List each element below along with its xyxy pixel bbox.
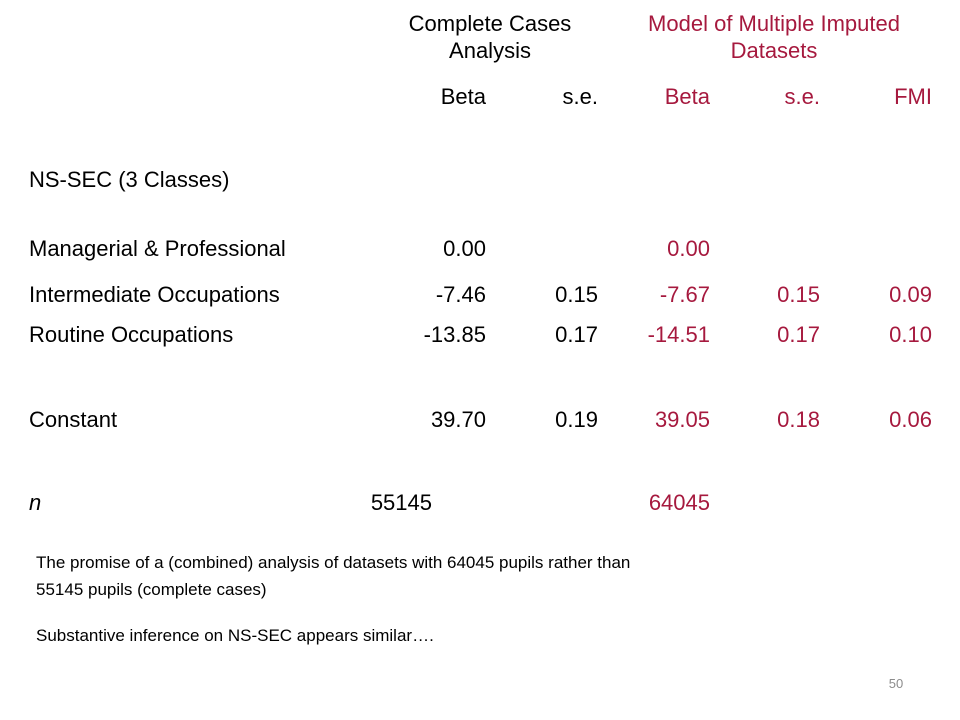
n-complete-cases: 55145 <box>370 490 432 515</box>
cell-fmi: 0.06 <box>889 407 932 432</box>
section-label-ns-sec: NS-SEC (3 Classes) <box>29 167 230 192</box>
col-fmi: FMI <box>894 84 932 109</box>
cell-se-complete-cases: 0.15 <box>555 282 598 307</box>
cell-beta-complete-cases: -7.46 <box>435 282 486 307</box>
col-se-complete-cases: s.e. <box>562 84 598 109</box>
header-multiple-imputed-line1: Model of Multiple Imputed <box>648 11 900 36</box>
cell-se-imputed: 0.18 <box>777 407 820 432</box>
n-label: n <box>29 490 42 515</box>
cell-se-complete-cases: 0.17 <box>555 322 598 347</box>
cell-beta-imputed: -7.67 <box>659 282 710 307</box>
header-complete-cases-line2: Analysis <box>449 38 531 63</box>
cell-beta-imputed: -14.51 <box>647 322 710 347</box>
cell-se-imputed: 0.17 <box>777 322 820 347</box>
note-line-2: 55145 pupils (complete cases) <box>36 580 267 599</box>
header-complete-cases-line1: Complete Cases <box>408 11 572 36</box>
cell-beta-imputed: 0.00 <box>667 236 710 261</box>
cell-se-imputed: 0.15 <box>777 282 820 307</box>
cell-beta-complete-cases: 0.00 <box>443 236 486 261</box>
note-line-3: Substantive inference on NS-SEC appears … <box>36 626 434 645</box>
col-beta-imputed: Beta <box>664 84 710 109</box>
n-imputed: 64045 <box>648 490 710 515</box>
cell-beta-complete-cases: -13.85 <box>423 322 486 347</box>
cell-beta-imputed: 39.05 <box>654 407 710 432</box>
row-label: Routine Occupations <box>29 322 234 347</box>
cell-fmi: 0.10 <box>889 322 932 347</box>
row-label: Constant <box>29 407 118 432</box>
row-label: Intermediate Occupations <box>29 282 280 307</box>
col-se-imputed: s.e. <box>784 84 820 109</box>
note-line-1: The promise of a (combined) analysis of … <box>36 553 631 572</box>
header-multiple-imputed-line2: Datasets <box>730 38 818 63</box>
row-label: Managerial & Professional <box>29 236 286 261</box>
cell-se-complete-cases: 0.19 <box>555 407 598 432</box>
cell-beta-complete-cases: 39.70 <box>430 407 486 432</box>
col-beta-complete-cases: Beta <box>440 84 486 109</box>
page-number: 50 <box>888 676 904 691</box>
cell-fmi: 0.09 <box>889 282 932 307</box>
